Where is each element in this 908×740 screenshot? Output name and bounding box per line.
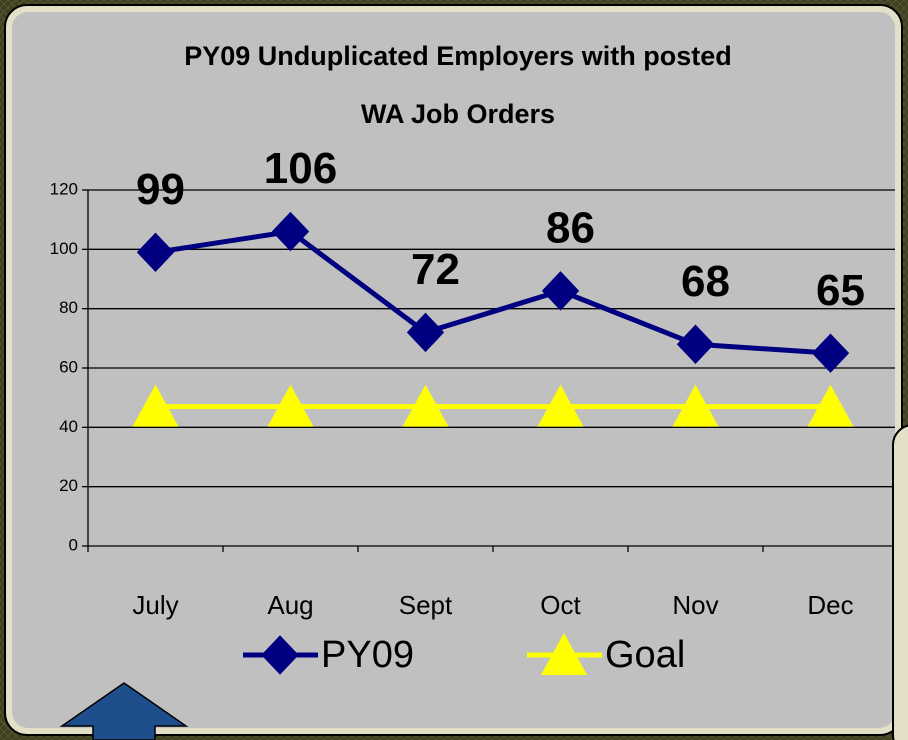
series-line (155, 228, 831, 356)
marker (807, 384, 854, 427)
y-tick-label: 20 (59, 476, 78, 495)
plot-panel (12, 12, 895, 728)
marker (136, 232, 175, 273)
x-tick-label: July (132, 590, 178, 620)
marker (132, 384, 179, 427)
marker (402, 384, 449, 427)
chart-title: PY09 Unduplicated Employers with posted (184, 41, 732, 71)
data-label: 72 (411, 245, 460, 294)
marker (676, 324, 715, 364)
data-label: 86 (546, 203, 595, 252)
y-tick-label: 120 (50, 179, 78, 198)
data-label: 68 (681, 257, 730, 306)
y-tick-label: 60 (59, 357, 78, 376)
data-label: 65 (816, 266, 865, 315)
x-tick-label: Nov (672, 590, 718, 620)
marker (261, 635, 299, 675)
marker (406, 312, 445, 353)
y-tick-label: 0 (69, 535, 78, 554)
legend-label: PY09 (321, 634, 414, 676)
x-tick-label: Aug (267, 590, 313, 620)
plot-area: PY09 Unduplicated Employers with posted W… (50, 41, 899, 676)
legend-label: Goal (605, 634, 685, 676)
data-label: 106 (264, 144, 337, 193)
y-tick-label: 40 (59, 417, 78, 436)
data-label: 99 (136, 165, 185, 214)
marker (811, 333, 850, 373)
y-tick-label: 80 (59, 298, 78, 317)
x-tick-label: Dec (807, 590, 853, 620)
x-tick-label: Oct (540, 590, 581, 620)
x-tick-label: Sept (399, 590, 453, 620)
marker (541, 271, 580, 311)
y-tick-label: 100 (50, 239, 78, 258)
marker (267, 384, 314, 427)
marker (537, 384, 584, 427)
chart-title: WA Job Orders (361, 99, 555, 129)
side-panel (892, 424, 908, 740)
marker (271, 211, 310, 252)
marker (541, 633, 587, 675)
marker (672, 384, 719, 427)
arrow (59, 682, 189, 740)
